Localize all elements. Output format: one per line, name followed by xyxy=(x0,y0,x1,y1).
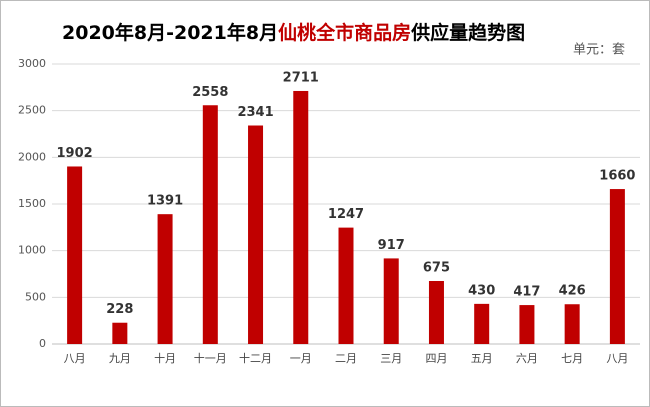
bar xyxy=(293,90,309,345)
value-label: 430 xyxy=(468,283,495,298)
x-tick-label: 一月 xyxy=(290,352,312,365)
bar xyxy=(248,125,264,344)
y-tick-label: 500 xyxy=(25,290,46,303)
x-tick-label: 四月 xyxy=(425,352,447,365)
bar xyxy=(383,258,399,344)
x-tick-label: 九月 xyxy=(109,352,131,365)
value-label: 2558 xyxy=(192,85,228,100)
y-tick-label: 3000 xyxy=(18,57,46,70)
value-label: 1391 xyxy=(147,194,183,209)
x-tick-label: 十一月 xyxy=(194,351,227,365)
y-tick-label: 0 xyxy=(39,337,46,350)
x-tick-label: 五月 xyxy=(471,352,493,365)
value-label: 417 xyxy=(513,285,540,300)
bar xyxy=(519,305,535,344)
x-tick-label: 八月 xyxy=(64,352,86,365)
x-tick-label: 十月 xyxy=(154,351,176,365)
title-part: 供应量趋势图 xyxy=(410,21,525,44)
x-tick-label: 三月 xyxy=(380,352,402,365)
value-label: 675 xyxy=(423,261,450,276)
x-tick-label: 二月 xyxy=(335,352,357,365)
x-tick-label: 六月 xyxy=(516,352,538,365)
bar xyxy=(338,227,354,344)
y-tick-label: 2500 xyxy=(18,104,46,117)
unit-label: 单元：套 xyxy=(573,42,625,58)
value-label: 1902 xyxy=(57,146,93,161)
value-label: 228 xyxy=(106,302,133,317)
value-label: 917 xyxy=(378,238,405,253)
bar xyxy=(67,166,83,344)
y-tick-label: 1500 xyxy=(18,197,46,210)
bar xyxy=(474,303,490,344)
x-tick-label: 八月 xyxy=(606,352,628,365)
bar xyxy=(157,214,173,344)
value-label: 2711 xyxy=(283,70,319,85)
title-part: 仙桃全市商品房 xyxy=(278,21,411,44)
bar xyxy=(609,189,625,344)
title-part: 2020年8月-2021年8月 xyxy=(62,21,278,44)
x-tick-label: 十二月 xyxy=(239,351,272,365)
value-label: 2341 xyxy=(237,105,273,120)
value-label: 1660 xyxy=(599,169,635,184)
x-tick-label: 七月 xyxy=(561,352,583,365)
value-label: 426 xyxy=(559,284,586,299)
y-tick-label: 2000 xyxy=(18,150,46,163)
y-tick-label: 1000 xyxy=(18,244,46,257)
chart-title: 2020年8月-2021年8月仙桃全市商品房供应量趋势图 xyxy=(62,21,525,44)
bar xyxy=(564,304,580,344)
value-label: 1247 xyxy=(328,207,364,222)
bar xyxy=(202,105,218,345)
bar xyxy=(428,281,444,344)
bar xyxy=(112,322,128,344)
